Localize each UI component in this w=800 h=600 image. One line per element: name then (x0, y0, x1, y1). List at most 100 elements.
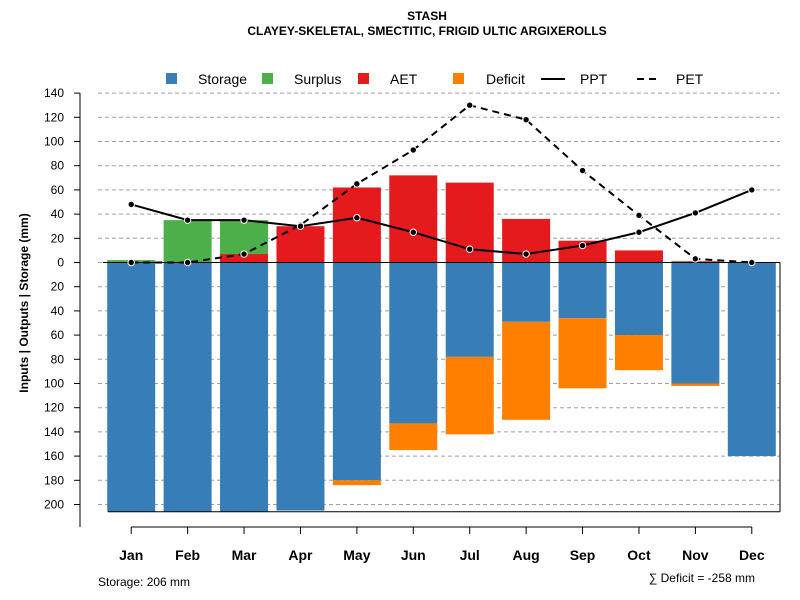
pet-point (522, 116, 530, 124)
storage-bar (727, 262, 776, 457)
pet-point (466, 101, 474, 109)
legend-swatch-surplus (262, 73, 273, 84)
ppt-point (183, 216, 192, 224)
x-tick-label: Aug (513, 547, 540, 563)
storage-bar (671, 262, 720, 384)
y-tick-label: 20 (51, 231, 65, 245)
deficit-bar (332, 480, 381, 486)
ppt-point (691, 209, 700, 217)
ppt-point (635, 228, 643, 236)
x-tick-label: Jun (401, 547, 426, 563)
y-axis: 1401201008060402002040608010012014016018… (44, 86, 81, 527)
pet-point (409, 146, 417, 154)
storage-note: Storage: 206 mm (98, 575, 190, 589)
surplus-bar (220, 220, 269, 255)
y-tick-label: 160 (44, 449, 64, 463)
pet-point (183, 258, 192, 267)
deficit-note: ∑ Deficit = -258 mm (649, 571, 755, 585)
aet-bar (614, 250, 663, 263)
ppt-point (748, 186, 756, 194)
y-tick-label: 60 (51, 328, 65, 342)
legend-label-storage: Storage (198, 71, 247, 87)
storage-bar (276, 262, 325, 511)
ppt-line (130, 188, 753, 256)
legend-label-ppt: PPT (580, 71, 608, 87)
y-tick-label: 180 (44, 473, 64, 487)
storage-bar (107, 262, 156, 512)
pet-point (127, 258, 135, 267)
y-tick-label: 200 (44, 498, 64, 512)
aet-bar (220, 254, 269, 263)
y-tick-label: 60 (51, 183, 65, 197)
y-tick-label: 80 (51, 352, 65, 366)
aet-bar (276, 226, 325, 263)
storage-bar (389, 262, 438, 424)
legend-label-aet: AET (390, 71, 418, 87)
surplus-bar (163, 220, 212, 263)
grid-lines (98, 92, 780, 505)
legend-swatch-storage (166, 73, 177, 84)
ppt-point (578, 241, 587, 250)
y-tick-label: 20 (51, 280, 65, 294)
deficit-bar (558, 318, 607, 389)
deficit-bar (445, 356, 494, 435)
y-tick-label: 0 (57, 256, 64, 270)
ppt-point (466, 245, 474, 253)
bar-marks (103, 175, 781, 513)
legend-label-pet: PET (676, 71, 704, 87)
ppt-point (522, 250, 530, 258)
pet-point (635, 211, 643, 220)
y-axis-label: Inputs | Outputs | Storage (mm) (17, 213, 31, 392)
x-tick-label: Oct (627, 547, 651, 563)
ppt-point (127, 200, 135, 209)
y-tick-label: 120 (44, 401, 64, 415)
x-tick-label: Apr (288, 547, 313, 563)
aet-bar (332, 187, 381, 263)
pet-line (131, 104, 752, 264)
deficit-bar (614, 335, 663, 371)
x-tick-label: Jul (460, 547, 480, 563)
chart-legend: Storage Surplus AET Deficit PPT PET (166, 71, 704, 87)
y-tick-label: 140 (44, 86, 64, 100)
x-tick-label: Dec (739, 547, 765, 563)
y-tick-label: 100 (44, 377, 64, 391)
ppt-point (240, 216, 248, 224)
storage-bar (163, 262, 212, 512)
storage-bar (502, 262, 551, 322)
y-tick-label: 80 (51, 159, 65, 173)
storage-bar (558, 262, 607, 319)
x-tick-label: Jan (119, 547, 143, 563)
chart-subtitle: CLAYEY-SKELETAL, SMECTITIC, FRIGID ULTIC… (247, 24, 606, 38)
legend-label-deficit: Deficit (486, 71, 525, 87)
legend-swatch-aet (358, 73, 369, 84)
pet-point (578, 166, 587, 175)
x-tick-label: Nov (682, 547, 709, 563)
storage-bar (332, 262, 381, 481)
x-tick-label: Sep (570, 547, 596, 563)
aet-bar (389, 175, 438, 263)
y-tick-label: 140 (44, 425, 64, 439)
aet-bar (558, 240, 607, 263)
legend-swatch-deficit (453, 73, 464, 84)
x-tick-label: Mar (232, 547, 257, 563)
legend-label-surplus: Surplus (294, 71, 341, 87)
y-tick-label: 120 (44, 110, 64, 124)
ppt-point (409, 228, 417, 236)
pet-point (748, 258, 756, 267)
x-axis: Jan Feb Mar Apr May Jun Jul Aug Sep Oct Nov Dec (119, 526, 765, 563)
ppt-point (296, 222, 305, 230)
y-tick-label: 40 (51, 304, 65, 318)
storage-bar (614, 262, 663, 336)
x-tick-label: Feb (175, 547, 200, 563)
y-tick-label: 100 (44, 135, 64, 149)
deficit-bar (671, 383, 720, 386)
storage-bar (445, 262, 494, 357)
storage-bar (220, 262, 269, 512)
x-tick-label: May (343, 547, 370, 563)
pet-point (240, 250, 248, 258)
pet-point (353, 180, 361, 188)
deficit-bar (502, 321, 551, 420)
chart-title: STASH (407, 9, 447, 23)
line-marks (127, 101, 756, 267)
